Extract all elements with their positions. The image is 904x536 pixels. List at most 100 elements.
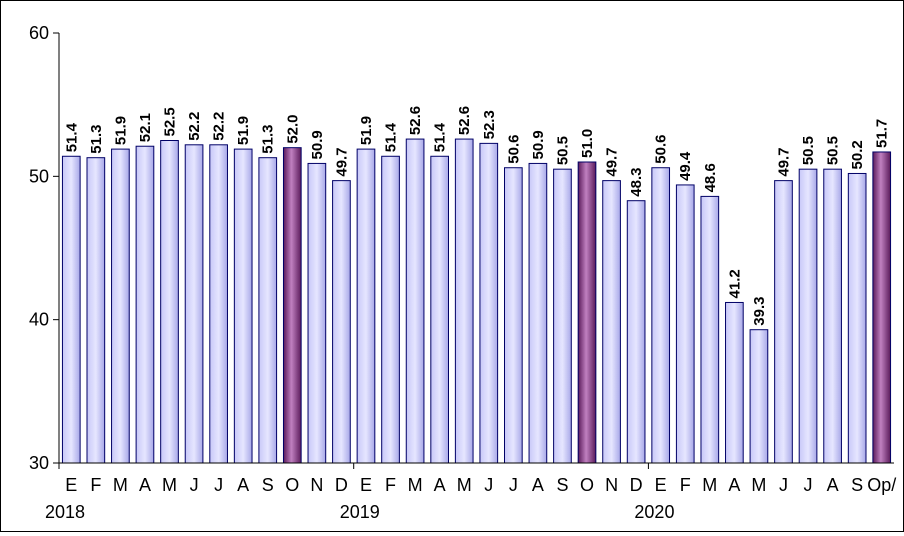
bar bbox=[258, 157, 278, 464]
bar bbox=[774, 180, 793, 464]
category-label: E bbox=[655, 475, 667, 495]
y-tick-label: 50 bbox=[29, 166, 49, 186]
category-label: E bbox=[65, 475, 77, 495]
bar bbox=[553, 168, 572, 464]
data-label: 52.2 bbox=[186, 112, 203, 141]
bar bbox=[700, 195, 720, 464]
category-label: M bbox=[457, 475, 472, 495]
year-label: 2019 bbox=[340, 502, 380, 522]
category-label: N bbox=[605, 475, 618, 495]
y-tick-label: 40 bbox=[29, 310, 49, 330]
category-label: J bbox=[779, 475, 788, 495]
data-label: 50.9 bbox=[530, 130, 547, 159]
bar bbox=[454, 138, 474, 464]
y-axis: 30 40 50 60 bbox=[29, 23, 60, 473]
category-label: D bbox=[630, 475, 643, 495]
data-label: 49.7 bbox=[775, 147, 792, 176]
bar bbox=[823, 168, 842, 464]
category-label: F bbox=[385, 475, 396, 495]
data-label: 51.9 bbox=[112, 116, 129, 145]
bar bbox=[577, 161, 597, 464]
category-label: A bbox=[434, 475, 446, 495]
bar bbox=[184, 144, 204, 464]
data-label: 51.9 bbox=[358, 116, 375, 145]
data-label: 52.6 bbox=[407, 106, 424, 135]
bar bbox=[405, 138, 425, 464]
data-label: 52.2 bbox=[211, 112, 228, 141]
bar bbox=[111, 148, 130, 464]
category-label: S bbox=[262, 475, 274, 495]
category-label: M bbox=[113, 475, 128, 495]
category-label: J bbox=[484, 475, 493, 495]
category-label: O bbox=[580, 475, 594, 495]
category-label: Op/ bbox=[867, 475, 896, 495]
year-label: 2020 bbox=[634, 502, 674, 522]
data-label: 50.5 bbox=[800, 136, 817, 165]
category-label: F bbox=[90, 475, 101, 495]
bar bbox=[160, 140, 179, 464]
data-label: 50.6 bbox=[505, 135, 522, 164]
year-label: 2018 bbox=[45, 502, 85, 522]
bar bbox=[504, 167, 523, 464]
y-tick-label: 30 bbox=[29, 453, 49, 473]
bar bbox=[332, 180, 351, 464]
category-label: D bbox=[335, 475, 348, 495]
category-label: S bbox=[556, 475, 568, 495]
data-label: 51.4 bbox=[432, 122, 449, 152]
category-label: O bbox=[285, 475, 299, 495]
category-label: J bbox=[509, 475, 518, 495]
data-label: 51.0 bbox=[579, 129, 596, 158]
x-axis: E F M A M J J A S O N D E F M A M J J A S O N D E F M A M J J A S Op/2018… bbox=[45, 462, 896, 522]
data-label: 49.7 bbox=[333, 147, 350, 176]
bar bbox=[282, 147, 302, 464]
data-label: 51.7 bbox=[874, 119, 891, 148]
category-label: A bbox=[728, 475, 740, 495]
category-label: A bbox=[237, 475, 249, 495]
data-label: 51.3 bbox=[88, 124, 105, 153]
category-label: N bbox=[310, 475, 323, 495]
bar bbox=[356, 148, 376, 464]
data-label: 51.4 bbox=[383, 122, 400, 152]
data-labels-group: 51.4 51.3 51.9 52.1 52.5 52.2 52.2 51.9 51.3 52.0… bbox=[63, 106, 890, 326]
y-tick-label: 60 bbox=[29, 23, 49, 43]
data-label: 52.6 bbox=[456, 106, 473, 135]
bar bbox=[651, 167, 671, 464]
bar bbox=[749, 329, 769, 464]
bar bbox=[135, 145, 155, 464]
bar bbox=[847, 172, 867, 464]
data-label: 51.9 bbox=[235, 116, 252, 145]
category-label: J bbox=[804, 475, 813, 495]
data-label: 50.2 bbox=[849, 140, 866, 169]
category-label: A bbox=[827, 475, 839, 495]
data-label: 52.1 bbox=[137, 113, 154, 142]
bar bbox=[61, 155, 81, 464]
category-label: E bbox=[360, 475, 372, 495]
data-label: 52.3 bbox=[481, 110, 498, 139]
bar bbox=[86, 157, 106, 464]
bar bbox=[798, 168, 818, 464]
category-label: A bbox=[532, 475, 544, 495]
bar bbox=[675, 184, 695, 464]
data-label: 50.5 bbox=[554, 136, 571, 165]
data-label: 50.5 bbox=[825, 136, 842, 165]
category-label: S bbox=[851, 475, 863, 495]
bar bbox=[307, 162, 327, 464]
data-label: 50.9 bbox=[309, 130, 326, 159]
category-label: A bbox=[139, 475, 151, 495]
data-label: 50.6 bbox=[653, 135, 670, 164]
bar bbox=[626, 200, 646, 464]
data-label: 51.3 bbox=[260, 124, 277, 153]
bar bbox=[528, 162, 548, 464]
bar bbox=[479, 142, 499, 464]
bar bbox=[725, 301, 744, 464]
bar bbox=[233, 148, 253, 464]
bar bbox=[602, 180, 621, 464]
category-label: J bbox=[190, 475, 199, 495]
bar bbox=[430, 155, 450, 464]
data-label: 41.2 bbox=[726, 269, 743, 298]
category-label: J bbox=[214, 475, 223, 495]
bar bbox=[209, 144, 228, 464]
data-label: 52.5 bbox=[162, 107, 179, 136]
